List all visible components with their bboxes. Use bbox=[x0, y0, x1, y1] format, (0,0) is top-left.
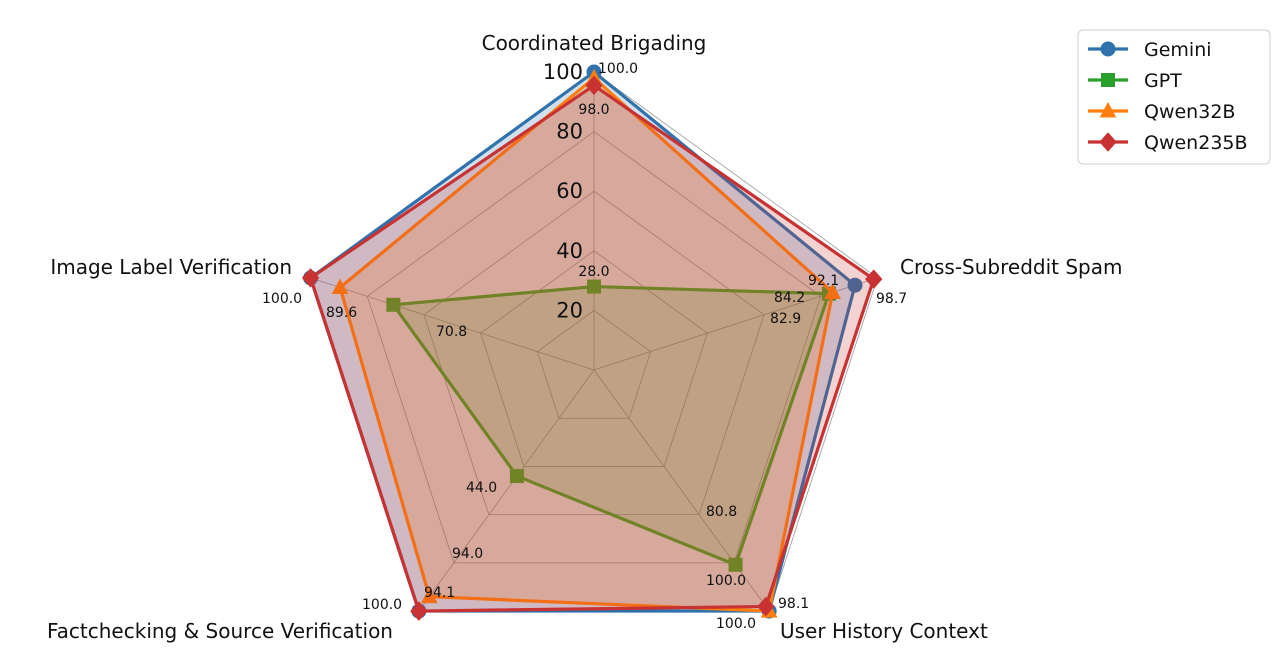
grid-ring bbox=[536, 309, 652, 419]
data-label: 80.8 bbox=[706, 504, 737, 520]
data-label: 98.1 bbox=[778, 596, 809, 612]
data-label: 44.0 bbox=[466, 480, 497, 496]
grid-spoke bbox=[310, 277, 595, 371]
data-point bbox=[410, 601, 428, 621]
axis-labels: Coordinated Brigading Cross-Subreddit Spa… bbox=[47, 31, 1122, 643]
radial-tick-label: 100 bbox=[543, 60, 583, 84]
legend-item: Qwen235B bbox=[1088, 132, 1248, 154]
data-label: 70.8 bbox=[436, 324, 467, 340]
series-line bbox=[338, 76, 835, 613]
radial-tick-label: 20 bbox=[556, 298, 583, 322]
series-qwen235b bbox=[301, 75, 883, 621]
radial-tick-label: 80 bbox=[556, 120, 583, 144]
data-label: 100.0 bbox=[706, 573, 746, 589]
radial-tick-labels: 20 40 60 80 100 bbox=[543, 60, 583, 322]
axis-label: User History Context bbox=[780, 619, 988, 643]
data-labels: 100.0 98.0 28.0 92.184.2 82.9 98.7 100.0 98.1 10… bbox=[262, 61, 907, 632]
series-qwen32b bbox=[331, 68, 841, 618]
data-label: 89.6 bbox=[326, 305, 357, 321]
data-point bbox=[847, 277, 863, 293]
data-label: 100.0 bbox=[598, 61, 638, 77]
series-fill bbox=[310, 72, 856, 612]
legend-marker bbox=[1100, 41, 1116, 57]
legend: Gemini GPT Qwen32B Qwen235B bbox=[1077, 29, 1271, 165]
axis-label: Image Label Verification bbox=[50, 255, 292, 279]
legend-item: Qwen32B bbox=[1088, 101, 1235, 123]
grid-spoke bbox=[418, 369, 595, 612]
data-label: 92.1 bbox=[808, 273, 839, 289]
data-label: 100.0 bbox=[262, 291, 302, 307]
data-point bbox=[728, 557, 743, 572]
data-label: 100.0 bbox=[362, 597, 402, 613]
legend-box bbox=[1077, 29, 1271, 165]
series-line bbox=[391, 284, 831, 567]
legend-label: Gemini bbox=[1144, 39, 1212, 61]
series-gpt bbox=[386, 279, 836, 572]
legend-item: Gemini bbox=[1088, 39, 1212, 61]
radial-tick-label: 40 bbox=[556, 239, 583, 263]
series-line bbox=[308, 83, 876, 613]
axis-label: Coordinated Brigading bbox=[482, 31, 707, 55]
series-fill bbox=[393, 286, 829, 565]
data-label: 94.0 bbox=[452, 546, 483, 562]
data-label: 98.0 bbox=[578, 102, 609, 118]
data-label: 28.0 bbox=[578, 264, 609, 280]
legend-label: Qwen235B bbox=[1144, 132, 1248, 154]
series-fill bbox=[310, 85, 874, 612]
data-point bbox=[824, 283, 841, 299]
data-point bbox=[386, 297, 401, 312]
data-point bbox=[509, 469, 524, 484]
data-point bbox=[865, 269, 883, 289]
series-line bbox=[308, 70, 857, 613]
data-point bbox=[757, 596, 775, 617]
legend-label: GPT bbox=[1144, 70, 1182, 92]
axis-label: Cross-Subreddit Spam bbox=[900, 255, 1122, 279]
radial-tick-label: 60 bbox=[556, 179, 583, 203]
grid-ring bbox=[423, 190, 765, 516]
series-fill bbox=[340, 77, 833, 612]
legend-item: GPT bbox=[1088, 70, 1182, 92]
legend-marker bbox=[1099, 132, 1117, 152]
axis-label: Factchecking & Source Verification bbox=[47, 619, 393, 643]
data-label: 84.2 bbox=[774, 290, 805, 306]
data-point bbox=[301, 268, 320, 288]
data-label: 94.1 bbox=[424, 585, 455, 601]
radar-series-layer bbox=[301, 64, 883, 621]
data-point bbox=[421, 587, 438, 604]
legend-label: Qwen32B bbox=[1144, 101, 1235, 123]
data-label: 100.0 bbox=[716, 616, 756, 632]
data-label: 98.7 bbox=[876, 291, 907, 307]
legend-marker bbox=[1101, 73, 1115, 87]
grid-ring bbox=[366, 131, 822, 564]
legend-marker bbox=[1099, 101, 1117, 118]
data-point bbox=[587, 279, 601, 294]
data-point bbox=[331, 278, 349, 294]
data-point bbox=[585, 75, 603, 96]
data-label: 82.9 bbox=[770, 311, 801, 327]
grid-ring bbox=[480, 250, 708, 467]
